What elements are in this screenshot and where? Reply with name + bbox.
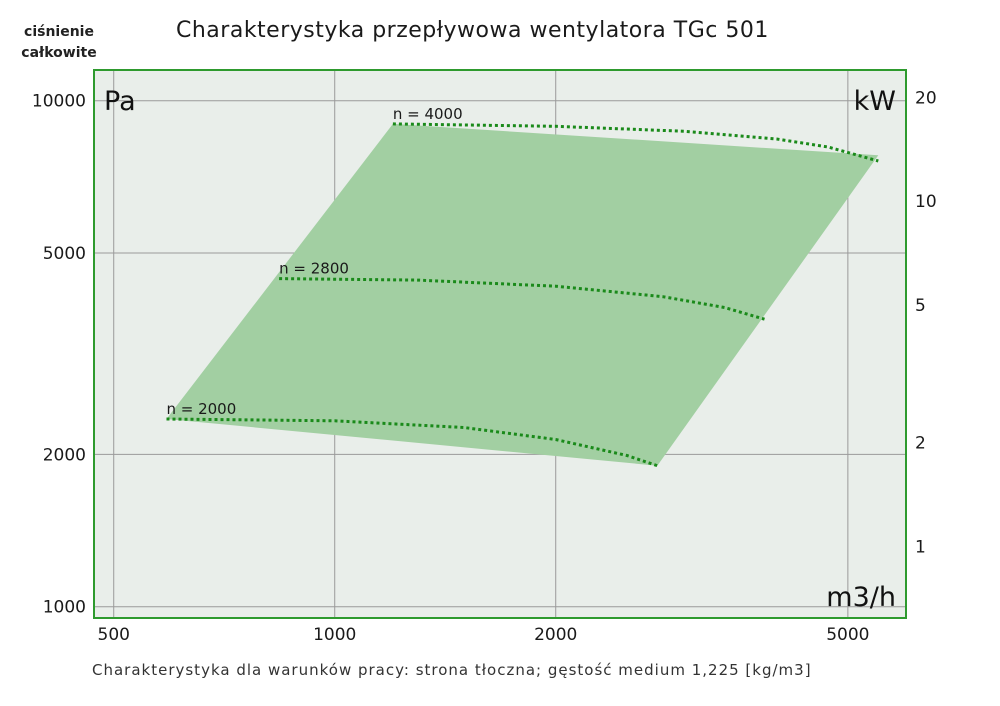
x-unit-label: m3/h: [826, 582, 896, 613]
operating-region: [166, 123, 879, 466]
chart-title: Charakterystyka przepływowa wentylatora …: [176, 18, 769, 43]
y-tick-label: 1000: [43, 598, 86, 618]
y2-tick-label: 1: [915, 537, 926, 557]
x-tick-label: 5000: [826, 625, 869, 645]
y-axis-title-line-1: ciśnienie: [24, 24, 94, 40]
y2-tick-label: 10: [915, 192, 937, 212]
series-line-3: [166, 417, 658, 468]
plot-frame: [93, 69, 907, 619]
x-tick-label: 2000: [534, 625, 577, 645]
y-tick-label: 5000: [43, 244, 86, 264]
x-tick-label: 500: [98, 625, 130, 645]
series-label-3: n = 2000: [166, 400, 236, 418]
series-line-1: [392, 122, 879, 163]
y-axis-title-line-2: całkowite: [21, 45, 97, 61]
chart-footnote: Charakterystyka dla warunków pracy: stro…: [92, 661, 812, 679]
y-tick-label: 10000: [32, 92, 86, 112]
y-unit-label: Pa: [104, 86, 136, 117]
series-label-1: n = 4000: [393, 105, 463, 123]
y-tick-label: 2000: [43, 445, 86, 465]
y2-tick-label: 2: [915, 433, 926, 453]
y2-unit-label: kW: [854, 86, 896, 117]
series-label-2: n = 2800: [279, 260, 349, 278]
y2-tick-label: 5: [915, 296, 926, 316]
x-tick-label: 1000: [313, 625, 356, 645]
y-axis-title: ciśnienie całkowite: [14, 22, 104, 64]
y2-tick-label: 20: [915, 88, 937, 108]
